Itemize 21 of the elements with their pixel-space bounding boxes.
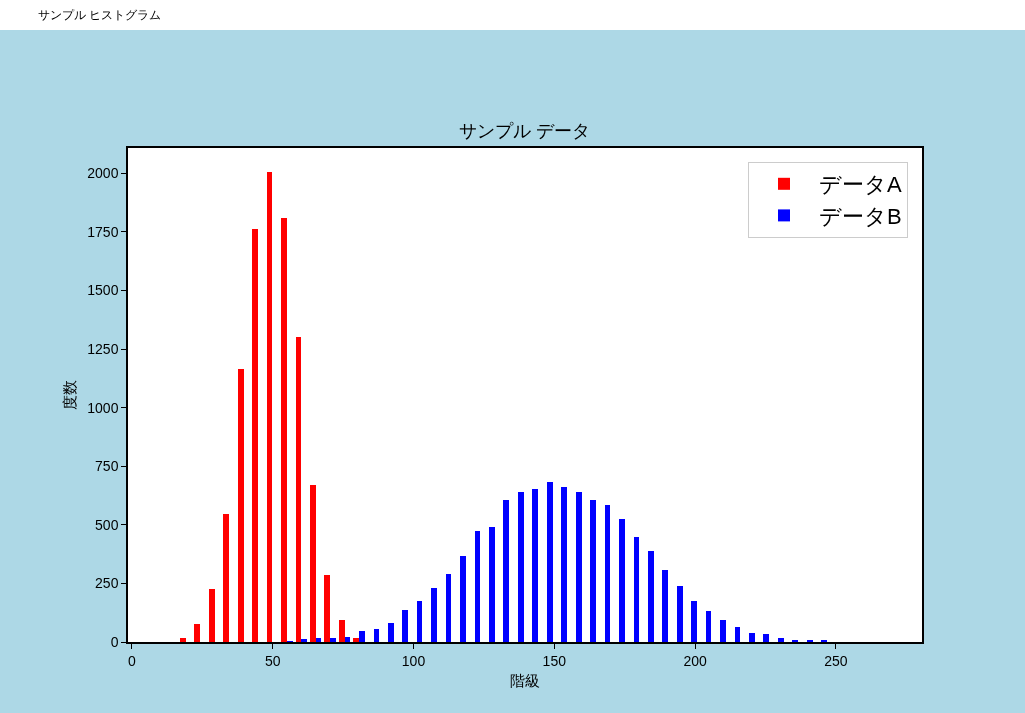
y-tick-label: 1750 [87,223,119,240]
y-tick-label: 750 [95,458,119,475]
y-tick-label: 1000 [87,399,119,416]
y-tick-label: 500 [95,516,119,533]
y-tick-label: 250 [95,575,119,592]
legend-label: データA [819,172,902,198]
y-tick-label: 2000 [87,165,119,182]
y-tick-label: 0 [110,633,119,650]
x-tick-label: 200 [683,652,707,669]
x-tick-label: 100 [401,652,426,669]
x-tick-label: 50 [264,652,281,669]
text: サンプル ヒストグラム [38,8,162,22]
y-tick-label: 1250 [87,340,119,357]
chart-title: サンプル データ [459,121,591,142]
x-tick-label: 0 [128,652,137,669]
x-tick-label: 150 [542,652,567,669]
y-tick-label: 1500 [87,282,119,299]
y-axis-title: 度数 [61,380,79,410]
x-axis-title: 階級 [510,672,540,690]
x-tick-label: 250 [824,652,848,669]
legend-label: データB [819,203,902,229]
